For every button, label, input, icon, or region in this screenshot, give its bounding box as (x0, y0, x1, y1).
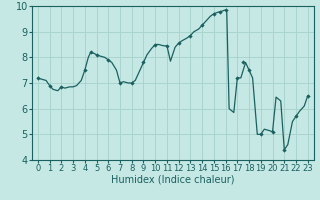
X-axis label: Humidex (Indice chaleur): Humidex (Indice chaleur) (111, 175, 235, 185)
